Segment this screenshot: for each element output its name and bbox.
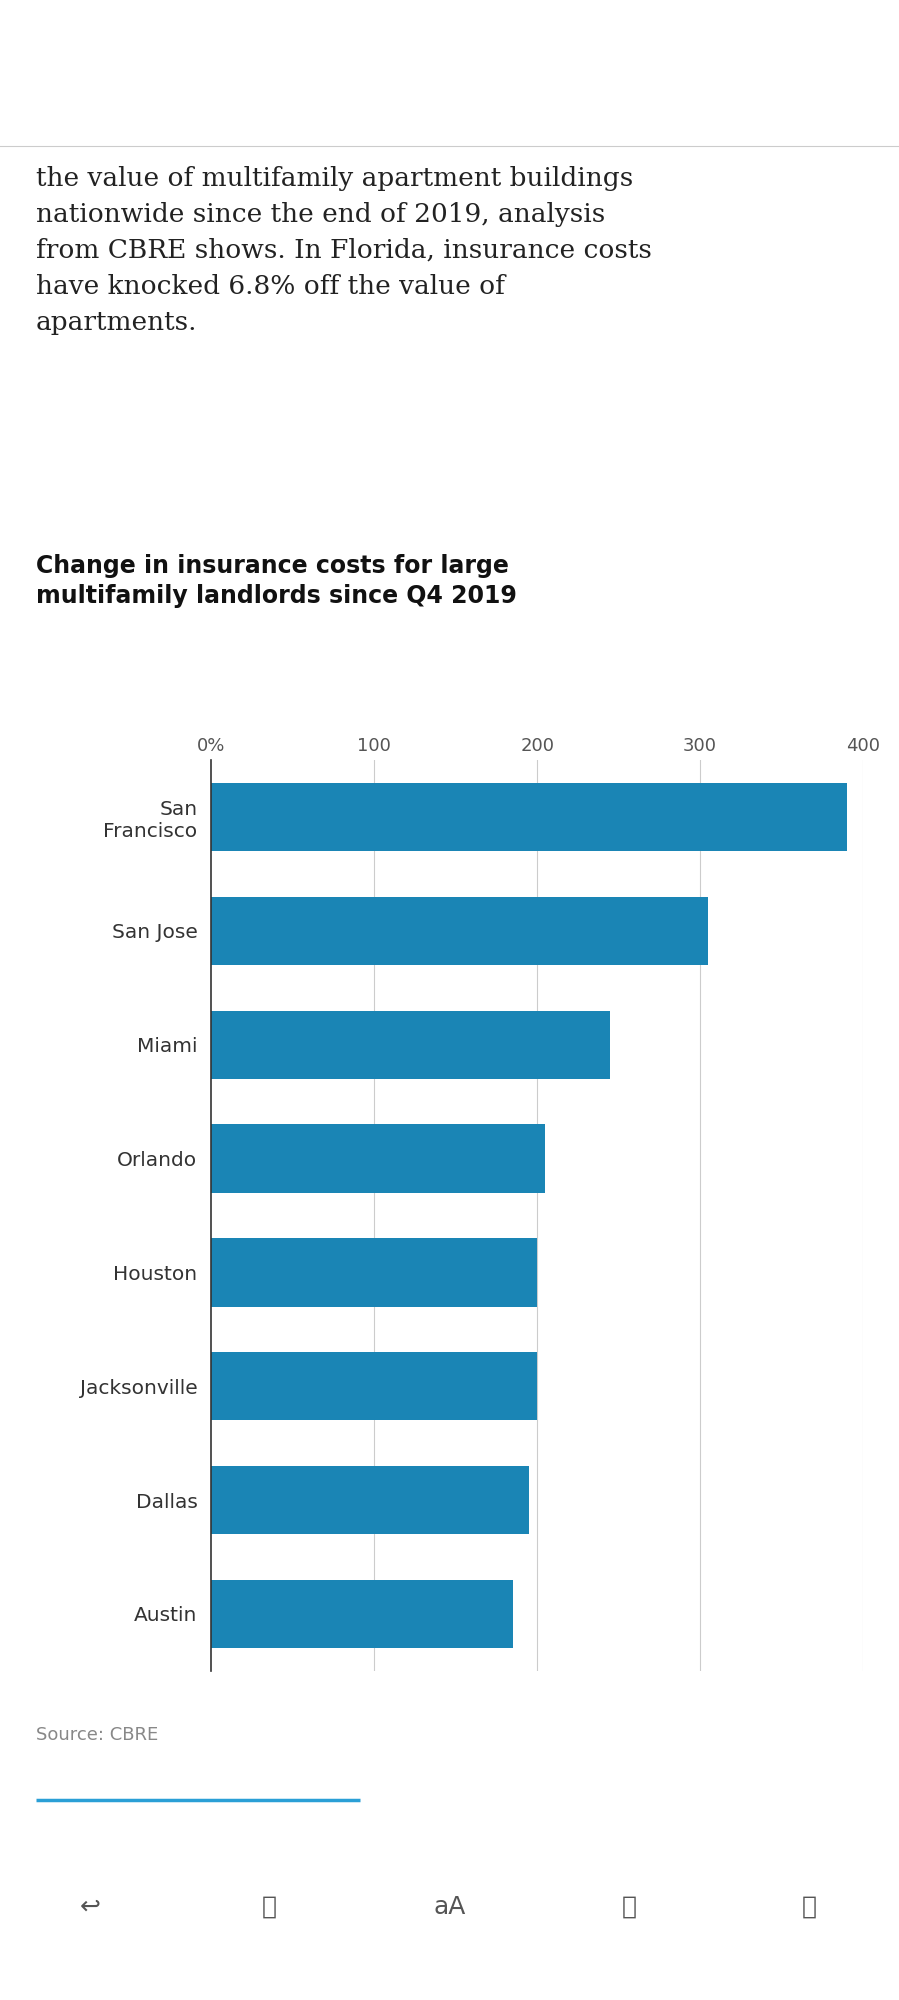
Text: ↩: ↩ xyxy=(79,1896,101,1920)
Text: 🎧: 🎧 xyxy=(802,1896,816,1920)
Text: ⬜: ⬜ xyxy=(622,1896,636,1920)
Text: ⬜: ⬜ xyxy=(263,1896,277,1920)
Text: Change in insurance costs for large
multifamily landlords since Q4 2019: Change in insurance costs for large mult… xyxy=(36,554,517,608)
Text: WSJ: WSJ xyxy=(398,50,501,92)
Text: Source: CBRE: Source: CBRE xyxy=(36,1726,158,1744)
Text: aA: aA xyxy=(433,1896,466,1920)
Text: the value of multifamily apartment buildings
nationwide since the end of 2019, a: the value of multifamily apartment build… xyxy=(36,166,652,334)
